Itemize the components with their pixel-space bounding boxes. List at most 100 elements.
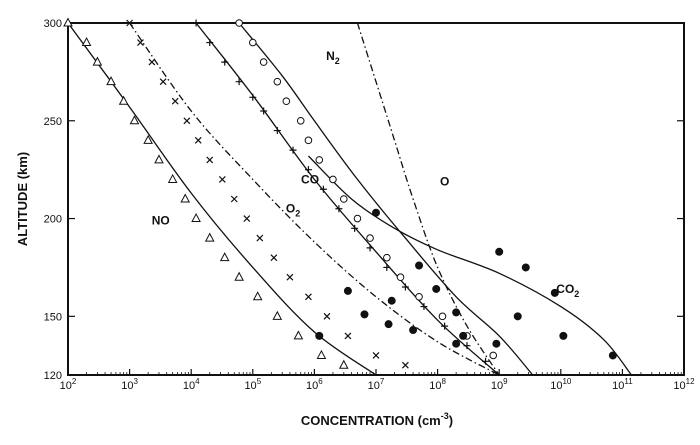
x-tick-label: 109 <box>491 377 508 392</box>
y-axis-ticks: 120 150 200 250 300 <box>44 18 684 382</box>
point-o2 <box>148 58 156 66</box>
point-o2 <box>270 254 278 262</box>
point-co <box>463 342 471 350</box>
point-o2 <box>286 273 294 281</box>
point-o2 <box>243 215 251 222</box>
x-tick-label: 103 <box>121 377 138 392</box>
point-co <box>235 78 243 86</box>
point-o2 <box>401 361 409 369</box>
point-co2 <box>550 288 559 297</box>
x-axis-title-main: CONCENTRATION (cm <box>301 413 441 428</box>
point-co2 <box>459 331 468 340</box>
point-n2 <box>273 77 282 86</box>
point-n2 <box>396 273 405 282</box>
point-co2 <box>384 320 393 329</box>
x-tick-label: 102 <box>60 377 77 392</box>
x-axis-title: CONCENTRATION (cm-3) <box>301 411 453 428</box>
point-n2 <box>304 136 313 145</box>
x-tick-label: 1010 <box>550 377 572 392</box>
point-co2 <box>452 339 461 348</box>
point-co <box>441 322 449 330</box>
point-co <box>192 19 200 27</box>
point-n2 <box>235 19 243 27</box>
curve-o2 <box>129 22 500 376</box>
point-no <box>234 271 244 281</box>
point-co2 <box>432 284 441 293</box>
point-co <box>351 224 359 232</box>
point-o2 <box>126 19 134 27</box>
curve-no <box>67 22 377 376</box>
point-co <box>401 283 409 291</box>
point-co2 <box>495 247 504 256</box>
point-no <box>167 173 178 183</box>
series-label-no: NO <box>152 213 170 227</box>
point-no <box>293 330 304 340</box>
point-o2 <box>323 312 331 320</box>
point-co <box>335 205 343 213</box>
point-no <box>129 115 140 125</box>
point-co2 <box>409 326 418 335</box>
curve-co <box>195 22 500 376</box>
point-co <box>221 58 229 66</box>
x-axis-ticks: 102 103 104 105 106 107 108 109 1010 1011 1012 <box>60 369 695 392</box>
point-no <box>191 212 201 223</box>
series-label-o2: O2 <box>286 202 300 219</box>
point-n2 <box>329 175 337 184</box>
point-no <box>316 349 327 359</box>
point-co <box>206 39 214 47</box>
point-o2 <box>194 136 202 144</box>
x-tick-label: 107 <box>368 377 385 392</box>
x-axis-title-exponent: -3 <box>441 411 449 421</box>
point-n2 <box>438 312 447 321</box>
plot-frame <box>67 22 685 376</box>
point-o2 <box>159 78 167 86</box>
y-tick-label: 200 <box>44 214 62 226</box>
y-tick-label: 250 <box>44 116 62 128</box>
curve-co2 <box>307 155 632 376</box>
point-n2 <box>415 292 423 301</box>
point-o2 <box>372 352 380 359</box>
point-co2 <box>608 351 617 360</box>
point-no <box>204 232 215 242</box>
point-co <box>249 93 257 101</box>
x-axis-title-close: ) <box>449 413 453 428</box>
x-tick-label: 105 <box>244 377 261 392</box>
point-no <box>154 154 164 164</box>
series-markers <box>63 17 617 369</box>
series-label-co: CO <box>301 172 319 186</box>
point-co2 <box>360 310 369 319</box>
x-tick-label: 1012 <box>673 377 695 392</box>
point-co <box>482 357 490 365</box>
series-curves <box>67 22 632 376</box>
point-co <box>304 166 312 174</box>
x-tick-label: 104 <box>183 377 200 392</box>
point-co2 <box>343 286 352 295</box>
point-no <box>92 56 103 66</box>
point-n2 <box>259 58 268 66</box>
point-o2 <box>183 117 191 125</box>
x-tick-label: 106 <box>306 377 323 392</box>
y-axis-title: ALTITUDE (km) <box>15 152 30 246</box>
point-no <box>81 36 92 47</box>
point-co2 <box>513 312 522 321</box>
point-co <box>319 185 327 193</box>
point-co <box>420 303 428 311</box>
point-n2 <box>282 97 291 106</box>
point-o2 <box>305 293 312 301</box>
point-o2 <box>344 332 352 340</box>
point-n2 <box>249 38 257 47</box>
series-label-o: O <box>440 174 449 188</box>
curve-n2 <box>238 22 534 376</box>
point-co2 <box>452 308 461 317</box>
series-labels: NO O2 CO N2 O CO2 <box>152 49 580 299</box>
point-co <box>273 127 281 135</box>
point-co2 <box>521 263 530 272</box>
point-co <box>289 146 297 154</box>
point-no <box>63 17 73 27</box>
curve-o <box>356 22 500 376</box>
point-n2 <box>296 116 305 125</box>
point-n2 <box>353 214 362 223</box>
point-no <box>252 291 263 301</box>
point-no <box>180 193 191 203</box>
point-n2 <box>383 253 391 262</box>
